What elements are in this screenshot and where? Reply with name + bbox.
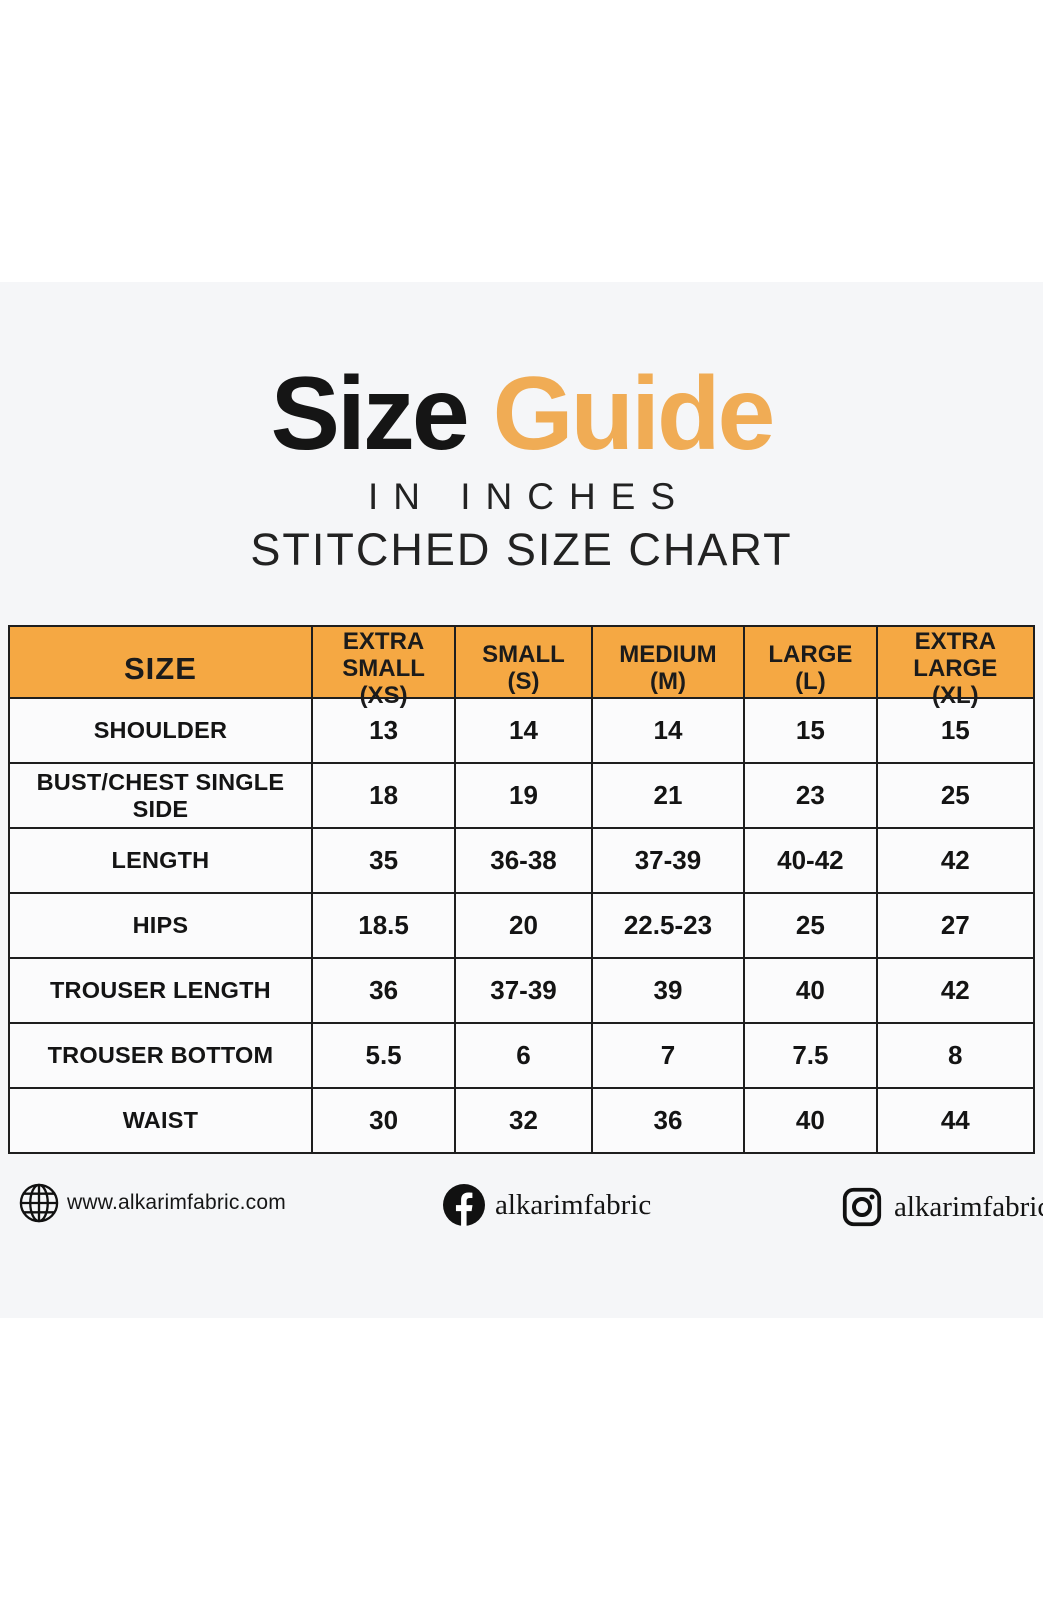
row-label: HIPS [132, 912, 189, 938]
cell-value: 23 [743, 764, 875, 827]
cell-value: 7.5 [743, 1024, 875, 1087]
cell-value: 14 [590, 699, 743, 762]
instagram-handle: alkarimfabrics [894, 1190, 1043, 1223]
table-row-trouser-bottom: TROUSER BOTTOM 5.5 6 7 7.5 8 [10, 1022, 1033, 1087]
header-cell-extra-small: EXTRA SMALL (XS) [310, 627, 454, 712]
cell-value: 27 [875, 894, 1033, 957]
table-row-bust-chest: BUST/CHEST SINGLE SIDE 18 19 21 23 25 [10, 762, 1033, 827]
cell-value: 40 [743, 1089, 875, 1152]
cell-value: 6 [454, 1024, 590, 1087]
table-row-hips: HIPS 18.5 20 22.5-23 25 27 [10, 892, 1033, 957]
cell-value: 37-39 [454, 959, 590, 1022]
page-title: Size Guide [0, 362, 1043, 466]
row-label: BUST/CHEST SINGLE SIDE [36, 768, 285, 822]
row-label: LENGTH [111, 847, 210, 873]
subtitle-in-inches: IN INCHES [367, 476, 691, 517]
title-word-size: Size [270, 356, 470, 472]
cell-value: 15 [743, 699, 875, 762]
cell-value: 36-38 [454, 829, 590, 892]
cell-value: 22.5-23 [590, 894, 743, 957]
instagram-icon [842, 1187, 882, 1227]
cell-value: 25 [743, 894, 875, 957]
cell-value: 7 [590, 1024, 743, 1087]
globe-icon [18, 1182, 60, 1224]
cell-value: 18.5 [310, 894, 454, 957]
row-label: WAIST [122, 1107, 199, 1133]
subtitle-stitched-size-chart: STITCHED SIZE CHART [250, 524, 793, 575]
table-row-waist: WAIST 30 32 36 40 44 [10, 1087, 1033, 1152]
cell-value: 44 [875, 1089, 1033, 1152]
instagram-contact: alkarimfabrics [842, 1187, 1043, 1227]
header-cell-small: SMALL (S) [454, 627, 590, 712]
row-label: TROUSER LENGTH [50, 977, 271, 1003]
facebook-handle: alkarimfabric [495, 1188, 652, 1221]
cell-value: 42 [875, 959, 1033, 1022]
cell-value: 37-39 [590, 829, 743, 892]
cell-value: 36 [590, 1089, 743, 1152]
cell-value: 39 [590, 959, 743, 1022]
cell-value: 42 [875, 829, 1033, 892]
cell-value: 8 [875, 1024, 1033, 1087]
cell-value: 14 [454, 699, 590, 762]
cell-value: 36 [310, 959, 454, 1022]
cell-value: 21 [590, 764, 743, 827]
cell-value: 40 [743, 959, 875, 1022]
table-row-shoulder: SHOULDER 13 14 14 15 15 [10, 697, 1033, 762]
size-chart-table: SIZE EXTRA SMALL (XS) SMALL (S) MEDIUM (… [8, 625, 1035, 1154]
cell-value: 35 [310, 829, 454, 892]
cell-value: 18 [310, 764, 454, 827]
cell-value: 19 [454, 764, 590, 827]
cell-value: 32 [454, 1089, 590, 1152]
cell-value: 15 [875, 699, 1033, 762]
cell-value: 30 [310, 1089, 454, 1152]
table-row-length: LENGTH 35 36-38 37-39 40-42 42 [10, 827, 1033, 892]
cell-value: 25 [875, 764, 1033, 827]
table-header-row: SIZE EXTRA SMALL (XS) SMALL (S) MEDIUM (… [10, 627, 1033, 712]
website-contact: www.alkarimfabric.com [18, 1182, 286, 1224]
cell-value: 40-42 [743, 829, 875, 892]
header-cell-large: LARGE (L) [743, 627, 875, 712]
title-word-guide: Guide [492, 356, 776, 472]
row-label: SHOULDER [93, 717, 228, 743]
cell-value: 5.5 [310, 1024, 454, 1087]
facebook-icon [443, 1184, 485, 1226]
row-label: TROUSER BOTTOM [47, 1042, 274, 1068]
cell-value: 13 [310, 699, 454, 762]
header-cell-size: SIZE [123, 650, 197, 686]
facebook-contact: alkarimfabric [443, 1184, 651, 1226]
header-cell-extra-large: EXTRA LARGE (XL) [875, 627, 1033, 712]
header-cell-medium: MEDIUM (M) [590, 627, 743, 712]
table-row-trouser-length: TROUSER LENGTH 36 37-39 39 40 42 [10, 957, 1033, 1022]
website-url: www.alkarimfabric.com [67, 1191, 286, 1214]
cell-value: 20 [454, 894, 590, 957]
title-block: Size Guide IN INCHES STITCHED SIZE CHART [0, 362, 1043, 576]
